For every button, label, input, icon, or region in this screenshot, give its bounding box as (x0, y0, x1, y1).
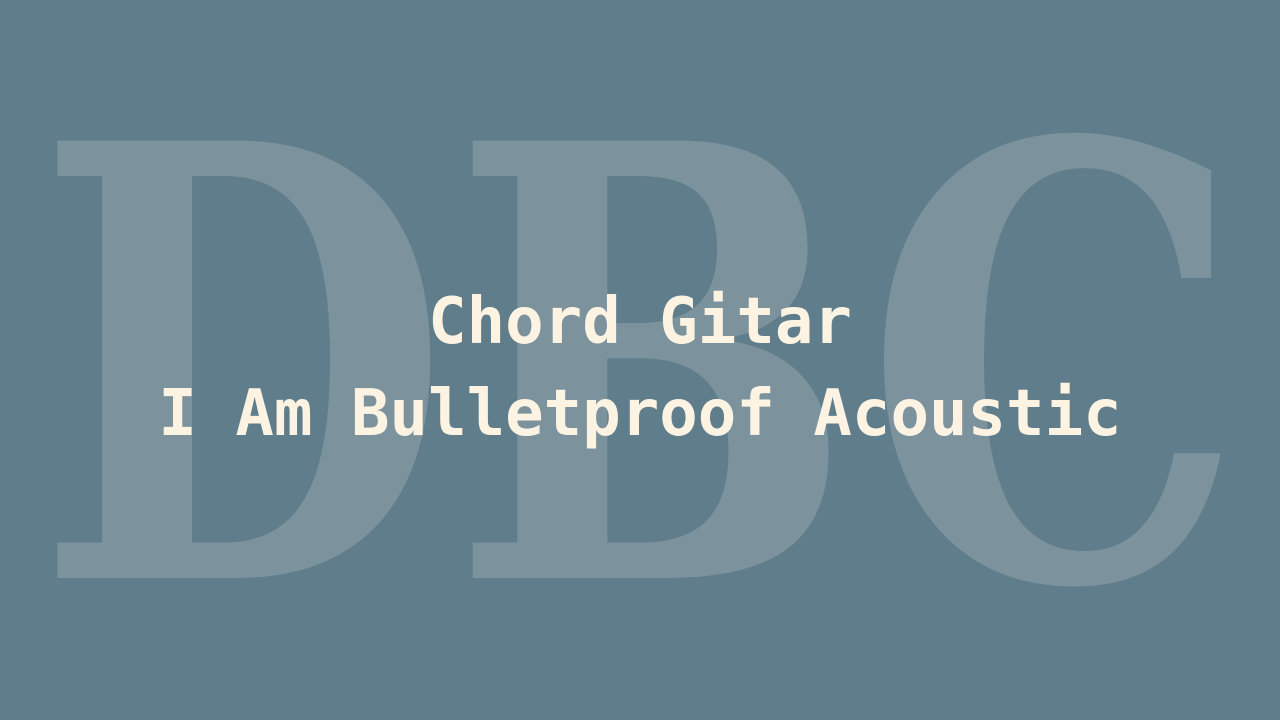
title-line-1: Chord Gitar (428, 285, 852, 359)
title-line-2: I Am Bulletproof Acoustic (158, 377, 1122, 451)
watermark-text: DBC (35, 15, 1245, 720)
song-title: Chord Gitar I Am Bulletproof Acoustic (0, 276, 1280, 460)
